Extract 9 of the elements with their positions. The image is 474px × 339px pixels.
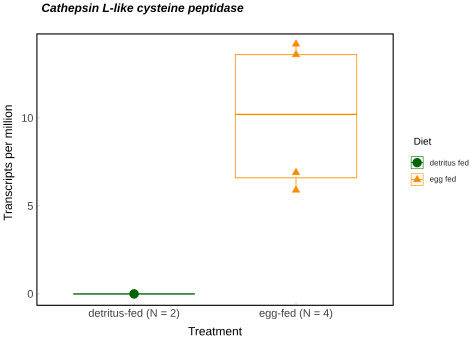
legend-title: Diet (414, 138, 432, 145)
chart-title: Cathepsin L-like cysteine peptidase (42, 3, 244, 15)
x-axis-title: Treatment (188, 327, 242, 336)
x-tick-label: detritus-fed (N = 2) (88, 309, 180, 320)
y-tick-label: 5 (28, 202, 33, 210)
y-tick-label: 0 (28, 290, 33, 298)
y-tick-label: 10 (22, 114, 33, 122)
y-axis-title: Transcripts per million (3, 105, 14, 221)
x-tick-label: egg-fed (N = 4) (260, 309, 332, 320)
